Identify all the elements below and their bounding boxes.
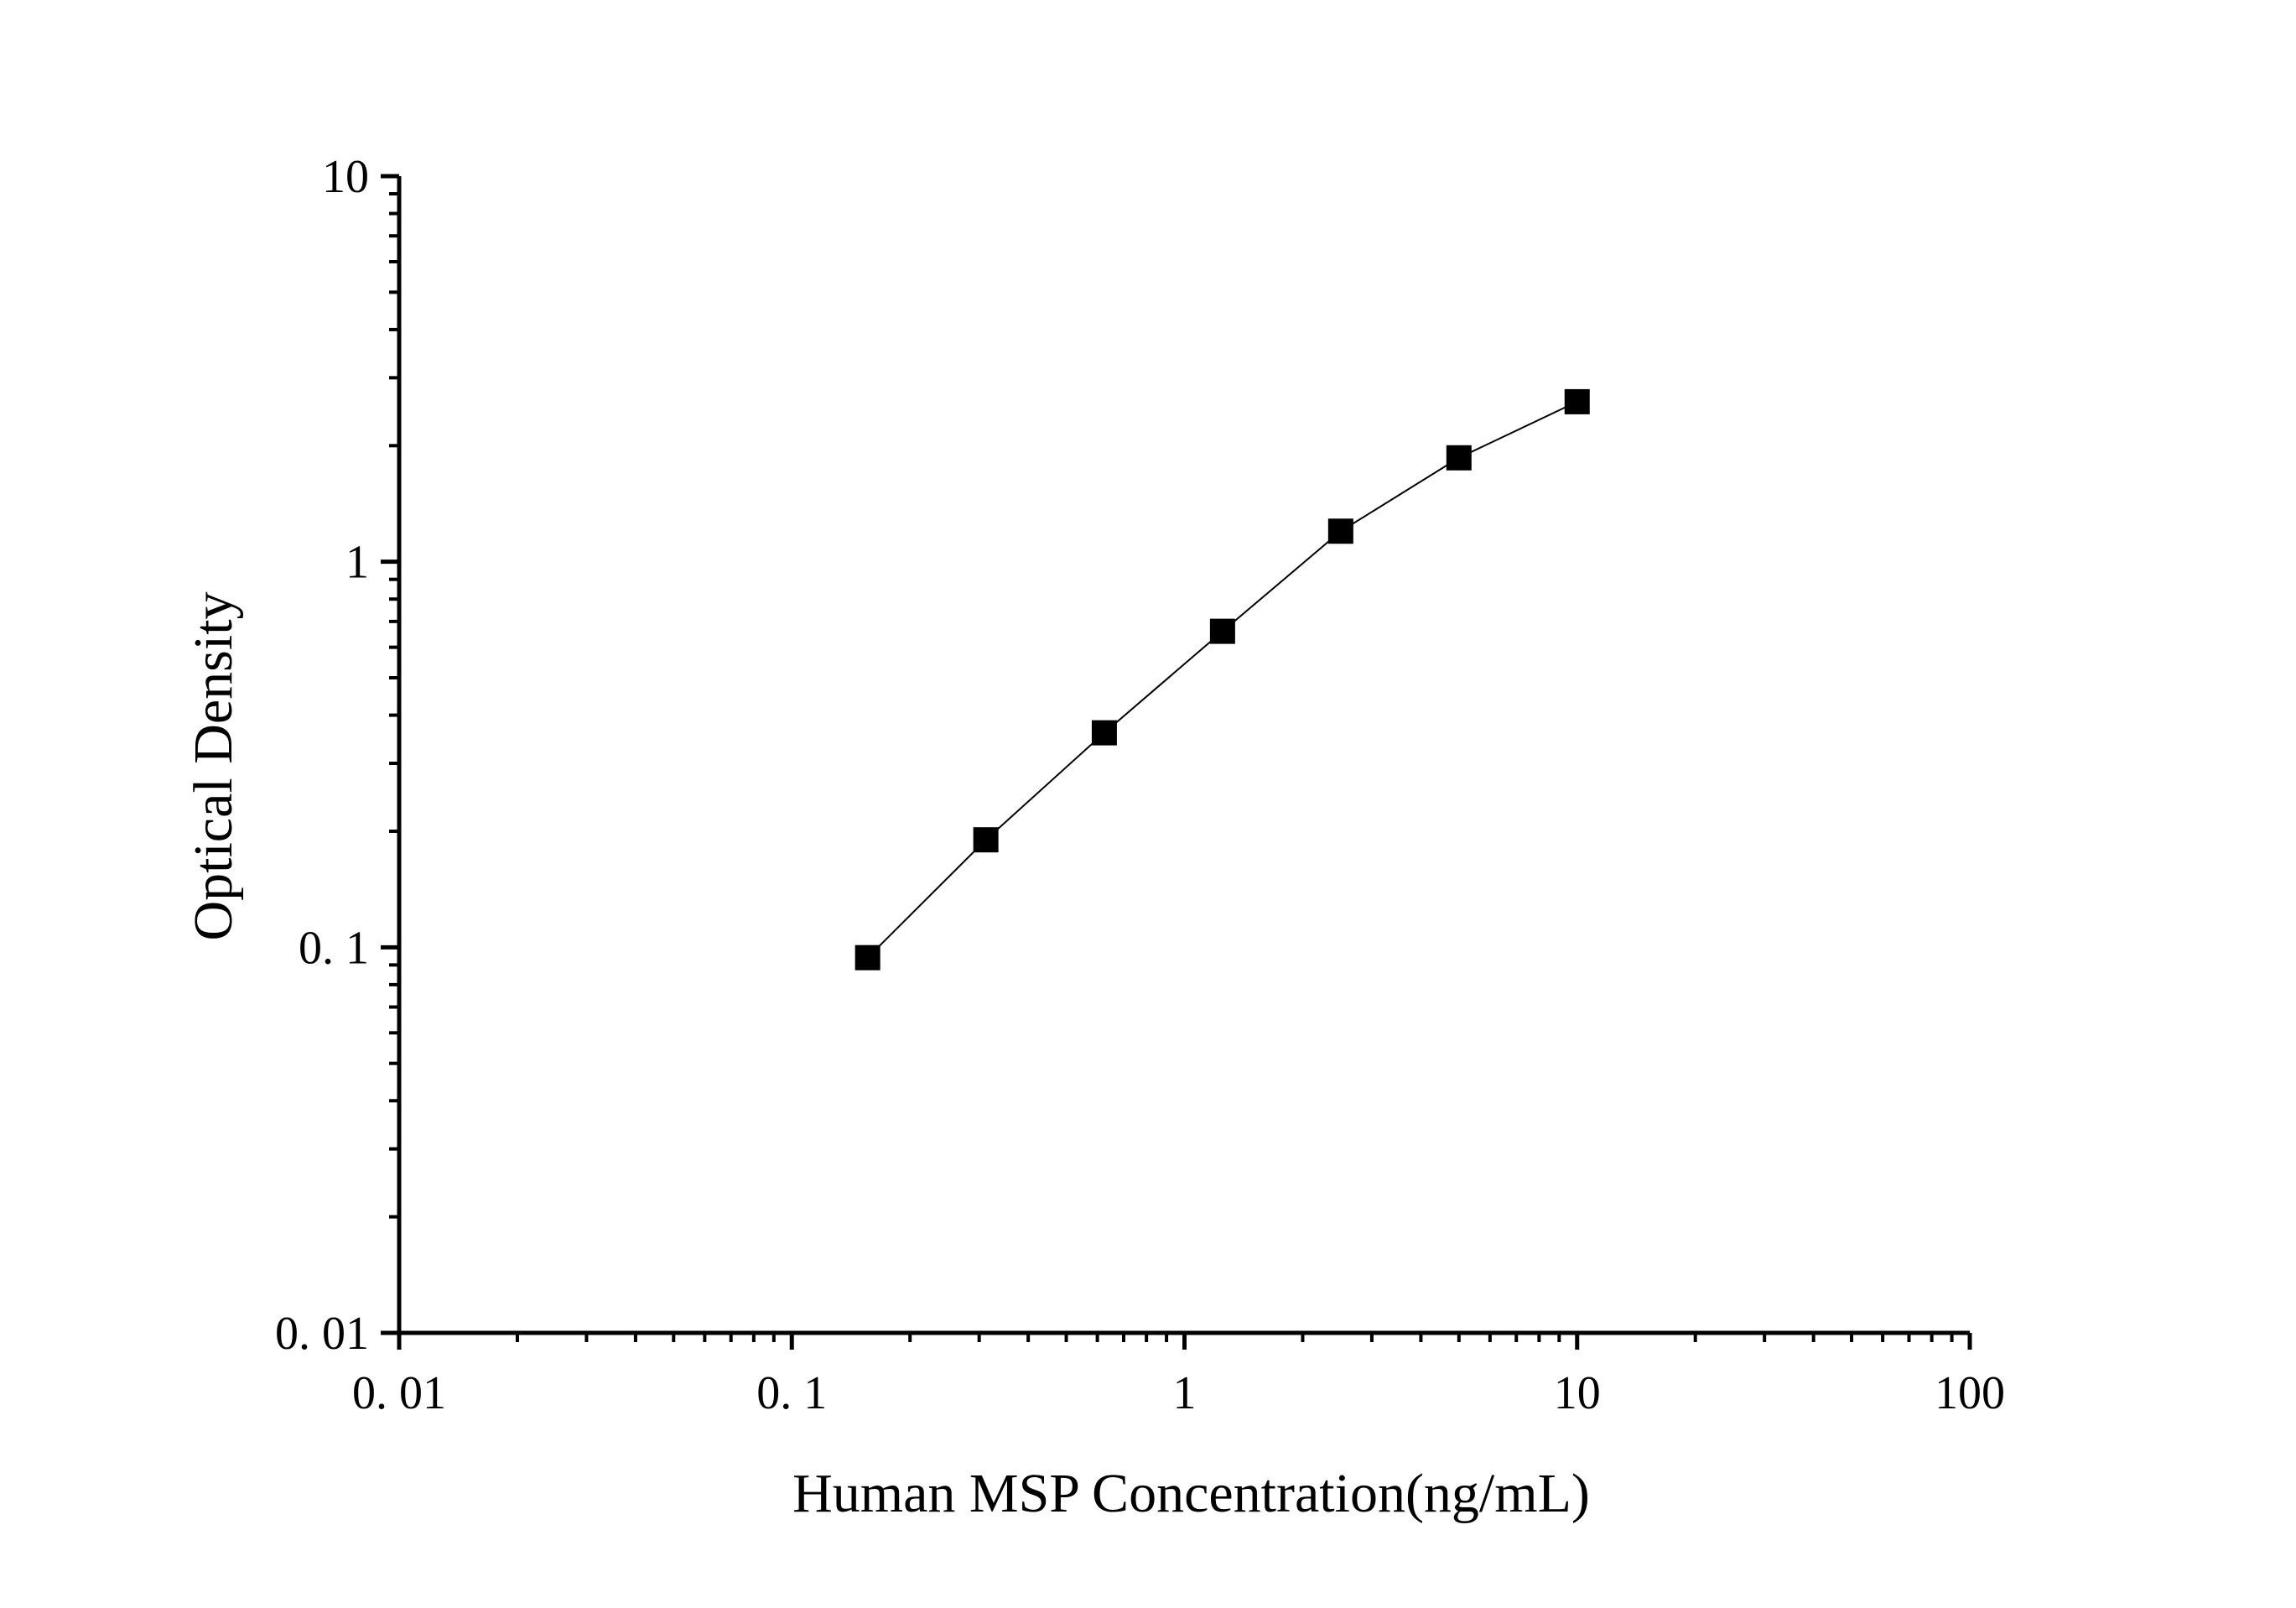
data-point [1091, 720, 1117, 746]
y-axis-title: Optical Density [183, 591, 244, 940]
data-point [1209, 618, 1235, 644]
x-tick-label: 1 [1173, 1367, 1197, 1419]
series-layer [855, 388, 1590, 971]
data-point [855, 945, 880, 971]
y-tick-label: 0. 01 [275, 1308, 369, 1360]
x-tick-label: 0. 1 [756, 1367, 827, 1419]
y-tick-label: 0. 1 [299, 922, 369, 974]
data-point [973, 827, 999, 853]
data-point [1327, 518, 1353, 544]
y-tick-label: 1 [345, 537, 369, 589]
x-axis-title: Human MSP Concentration(ng/mL) [792, 1463, 1590, 1524]
x-tick-label: 0. 01 [352, 1367, 446, 1419]
x-tick-label: 10 [1554, 1367, 1601, 1419]
axes: 0. 01 0. 1 1 10 100 0. 01 0. 1 1 10 [275, 151, 2005, 1419]
x-tick-label: 100 [1935, 1367, 2005, 1419]
data-point [1564, 388, 1590, 414]
y-tick-label: 10 [322, 151, 369, 203]
series-line [866, 400, 1578, 959]
data-point [1446, 445, 1472, 471]
